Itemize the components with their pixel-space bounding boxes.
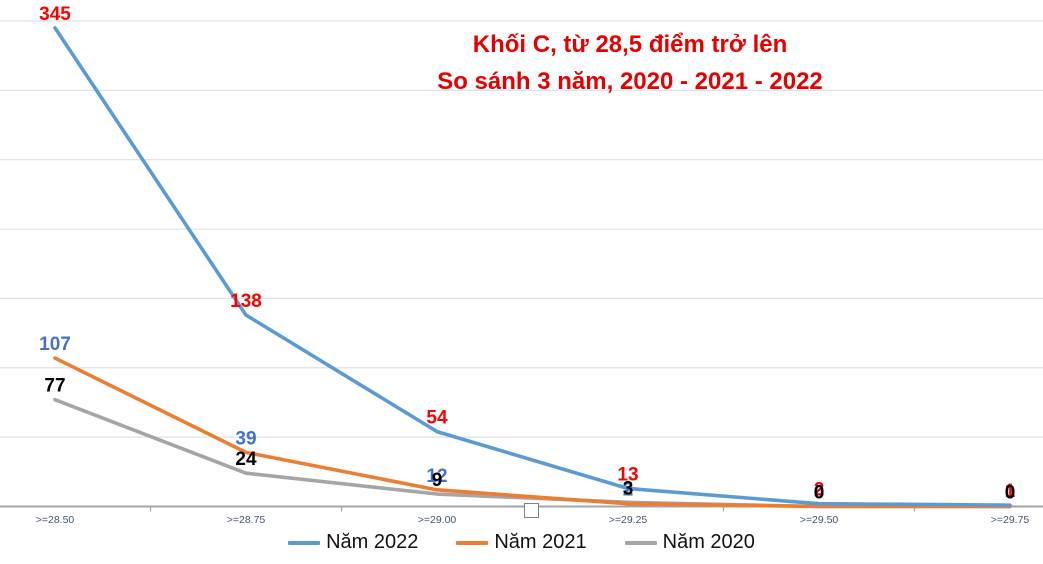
legend-label: Năm 2020: [662, 531, 755, 553]
data-label: 24: [235, 449, 257, 470]
x-axis-labels: >=28.50 >=28.75 >=29.00 >=29.25 >=29.50 >=29.…: [36, 514, 1030, 526]
series-line-năm-2020[interactable]: [53, 397, 1012, 509]
legend-label: Năm 2022: [326, 531, 419, 553]
legend-line-swatch-gray: [624, 540, 657, 545]
data-label: 0: [814, 483, 825, 504]
data-label: 138: [230, 291, 262, 312]
data-label: 12: [426, 466, 447, 487]
data-label: 39: [235, 428, 256, 449]
data-label: 0: [1005, 483, 1016, 504]
chart-resize-handle[interactable]: [524, 503, 539, 518]
legend: Năm 2022 Năm 2021 Năm 2020: [0, 531, 1043, 554]
x-axis-label: >=28.75: [227, 514, 266, 526]
gridlines: [0, 20, 1043, 438]
data-label: 0: [1005, 483, 1016, 504]
data-label: 3: [623, 478, 634, 499]
legend-item-nam-2022[interactable]: Năm 2022: [288, 531, 418, 554]
x-axis-label: >=29.25: [609, 514, 648, 526]
chart-title[interactable]: Khối C, từ 28,5 điểm trở lên So sánh 3 n…: [280, 26, 980, 100]
data-label: 2: [814, 480, 825, 501]
x-axis-label: >=29.00: [418, 514, 457, 526]
legend-line-swatch-blue: [288, 540, 321, 545]
chart-title-line1: Khối C, từ 28,5 điểm trở lên: [472, 31, 788, 58]
data-label: 13: [617, 464, 638, 485]
data-label: 2: [623, 480, 634, 501]
series-line-năm-2022[interactable]: [53, 26, 1012, 507]
x-axis-label: >=28.50: [36, 514, 75, 526]
data-label: 0: [814, 483, 825, 504]
x-axis-label: >=29.75: [991, 514, 1030, 526]
legend-item-nam-2020[interactable]: Năm 2020: [624, 531, 755, 554]
data-label: 345: [39, 4, 71, 25]
data-label: 107: [39, 334, 71, 355]
legend-item-nam-2021[interactable]: Năm 2021: [456, 531, 587, 554]
data-label: 1: [1005, 481, 1016, 502]
series-line-năm-2021[interactable]: [53, 356, 1012, 509]
series-lines: [53, 26, 1012, 509]
data-label: 77: [44, 376, 65, 397]
chart-title-line2: So sánh 3 năm, 2020 - 2021 - 2022: [437, 68, 823, 95]
legend-line-swatch-orange: [456, 540, 489, 545]
data-label: 9: [432, 470, 443, 491]
data-label: 54: [426, 408, 448, 429]
x-axis-label: >=29.50: [800, 514, 839, 526]
legend-label: Năm 2021: [494, 531, 587, 553]
